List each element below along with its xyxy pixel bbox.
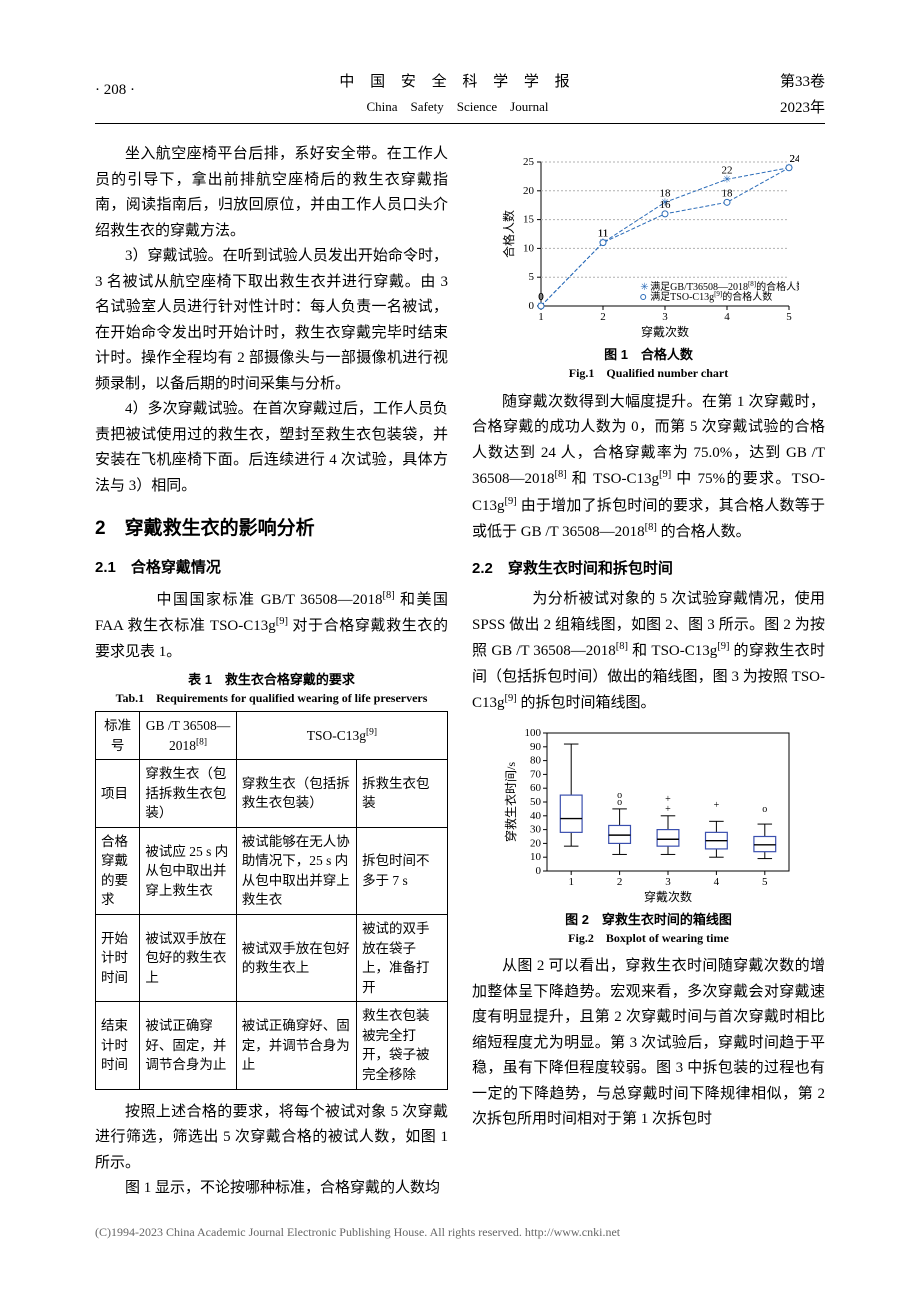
left-column: 坐入航空座椅平台后排，系好安全带。在工作人员的引导下，拿出前排航空座椅后的救生衣… [95,142,448,1202]
svg-text:70: 70 [530,768,542,780]
issue-block: 第33卷 2023年 [780,70,825,121]
body-para: 中国国家标准 GB/T 36508—2018[8] 和美国 FAA 救生衣标准 … [95,587,448,666]
citation: [9] [505,693,517,704]
svg-text:穿戴次数: 穿戴次数 [643,889,691,904]
svg-text:24: 24 [789,153,799,165]
citation: [9] [659,469,671,480]
svg-text:5: 5 [528,271,534,283]
fig1-caption-cn: 图 1 合格人数 [472,344,825,366]
fig2-caption-cn: 图 2 穿救生衣时间的箱线图 [472,909,825,931]
citation: [8] [382,590,394,601]
svg-text:11: 11 [597,228,608,240]
citation: [9] [505,496,517,507]
svg-text:2: 2 [600,311,606,323]
svg-text:0: 0 [528,300,534,312]
year: 2023年 [780,96,825,122]
table1-caption-en: Tab.1 Requirements for qualified wearing… [95,691,448,707]
svg-text:✳: ✳ [640,282,648,293]
svg-text:+: + [713,799,719,810]
svg-text:100: 100 [524,727,541,739]
body-para: 坐入航空座椅平台后排，系好安全带。在工作人员的引导下，拿出前排航空座椅后的救生衣… [95,142,448,244]
svg-text:20: 20 [523,185,535,197]
svg-text:+: + [665,804,671,815]
page-number: · 208 · [95,70,135,104]
figure-2: 0 10 20 30 4050 60 70 80 90100 1 2 3 4 5 穿救生衣时间/s 穿戴次数 o… [472,725,825,905]
table1-caption-cn: 表 1 救生衣合格穿戴的要求 [95,669,448,691]
page-header: · 208 · 中 国 安 全 科 学 学 报 China Safety Sci… [95,70,825,124]
svg-text:+: + [665,794,671,805]
volume: 第33卷 [780,74,825,90]
svg-text:1: 1 [568,876,574,888]
citation: [9] [276,616,288,627]
figure-1: 051015202512345合格人数穿戴次数✳0✳11✳18✳22✳24011… [472,150,825,340]
svg-text:0: 0 [535,865,541,877]
svg-text:18: 18 [659,187,671,199]
svg-text:10: 10 [530,851,542,863]
citation: [8] [645,522,657,533]
table-row: 开始计时时间 被试双手放在包好的救生衣上 被试双手放在包好的救生衣上 被试的双手… [96,915,448,1002]
svg-text:穿救生衣时间/s: 穿救生衣时间/s [503,761,518,841]
section-heading-2-1: 2.1 合格穿戴情况 [95,555,448,581]
section-heading-2-2: 2.2 穿救生衣时间和拆包时间 [472,556,825,582]
fig1-chart: 051015202512345合格人数穿戴次数✳0✳11✳18✳22✳24011… [499,150,799,340]
svg-text:o: o [762,804,767,815]
svg-text:合格人数: 合格人数 [501,210,516,258]
body-columns: 坐入航空座椅平台后排，系好安全带。在工作人员的引导下，拿出前排航空座椅后的救生衣… [95,142,825,1202]
svg-text:18: 18 [721,187,733,199]
section-heading-2: 2 穿戴救生衣的影响分析 [95,513,448,545]
svg-text:4: 4 [713,876,719,888]
svg-text:40: 40 [530,809,542,821]
citation: [8] [196,737,207,747]
svg-text:60: 60 [530,782,542,794]
body-para: 为分析被试对象的 5 次试验穿戴情况，使用 SPSS 做出 2 组箱线图，如图 … [472,587,825,717]
svg-text:5: 5 [762,876,768,888]
svg-text:3: 3 [665,876,671,888]
svg-text:50: 50 [530,796,542,808]
fig2-caption-en: Fig.2 Boxplot of wearing time [472,931,825,947]
svg-text:16: 16 [659,199,671,211]
svg-text:2: 2 [616,876,622,888]
table-row: 标准号 GB /T 36508—2018[8] TSO-C13g[9] [96,711,448,759]
table-1: 标准号 GB /T 36508—2018[8] TSO-C13g[9] 项目 穿… [95,711,448,1090]
svg-text:3: 3 [662,311,668,323]
table-row: 项目 穿救生衣（包括拆救生衣包装） 穿救生衣（包括拆救生衣包装） 拆救生衣包装 [96,760,448,828]
svg-text:o: o [617,790,622,801]
body-para: 3）穿戴试验。在听到试验人员发出开始命令时，3 名被试从航空座椅下取出救生衣并进… [95,244,448,397]
svg-text:30: 30 [530,823,542,835]
body-para: 4）多次穿戴试验。在首次穿戴过后，工作人员负责把被试使用过的救生衣，塑封至救生衣… [95,397,448,499]
right-column: 051015202512345合格人数穿戴次数✳0✳11✳18✳22✳24011… [472,142,825,1202]
svg-text:20: 20 [530,837,542,849]
svg-text:0: 0 [538,291,544,303]
journal-name-en: China Safety Science Journal [135,96,780,118]
citation: [9] [717,641,729,652]
journal-name-cn: 中 国 安 全 科 学 学 报 [135,70,780,96]
journal-title-block: 中 国 安 全 科 学 学 报 China Safety Science Jou… [135,70,780,118]
copyright-footer: (C)1994-2023 China Academic Journal Elec… [95,1222,825,1242]
svg-text:1: 1 [538,311,544,323]
svg-text:90: 90 [530,740,542,752]
svg-text:80: 80 [530,754,542,766]
svg-text:25: 25 [523,156,535,168]
body-para: 图 1 显示，不论按哪种标准，合格穿戴的人数均 [95,1176,448,1202]
body-para: 按照上述合格的要求，将每个被试对象 5 次穿戴进行筛选，筛选出 5 次穿戴合格的… [95,1100,448,1177]
table-row: 合格穿戴的要求 被试应 25 s 内从包中取出并穿上救生衣 被试能够在无人协助情… [96,827,448,914]
fig2-chart: 0 10 20 30 4050 60 70 80 90100 1 2 3 4 5 穿救生衣时间/s 穿戴次数 o… [499,725,799,905]
svg-text:4: 4 [724,311,730,323]
citation: [8] [616,641,628,652]
svg-text:穿戴次数: 穿戴次数 [640,324,688,339]
svg-text:15: 15 [523,214,535,226]
svg-text:5: 5 [786,311,792,323]
citation: [8] [555,469,567,480]
fig1-caption-en: Fig.1 Qualified number chart [472,366,825,382]
svg-text:满足TSO-C13g[9]的合格人数: 满足TSO-C13g[9]的合格人数 [650,290,772,303]
body-para: 从图 2 可以看出，穿救生衣时间随穿戴次数的增加整体呈下降趋势。宏观来看，多次穿… [472,954,825,1133]
body-para: 随穿戴次数得到大幅度提升。在第 1 次穿戴时，合格穿戴的成功人数为 0，而第 5… [472,390,825,546]
svg-text:22: 22 [721,164,732,176]
citation: [9] [366,727,377,737]
table-row: 结束计时时间 被试正确穿好、固定，并调节合身为止 被试正确穿好、固定，并调节合身… [96,1002,448,1089]
svg-text:10: 10 [523,242,535,254]
